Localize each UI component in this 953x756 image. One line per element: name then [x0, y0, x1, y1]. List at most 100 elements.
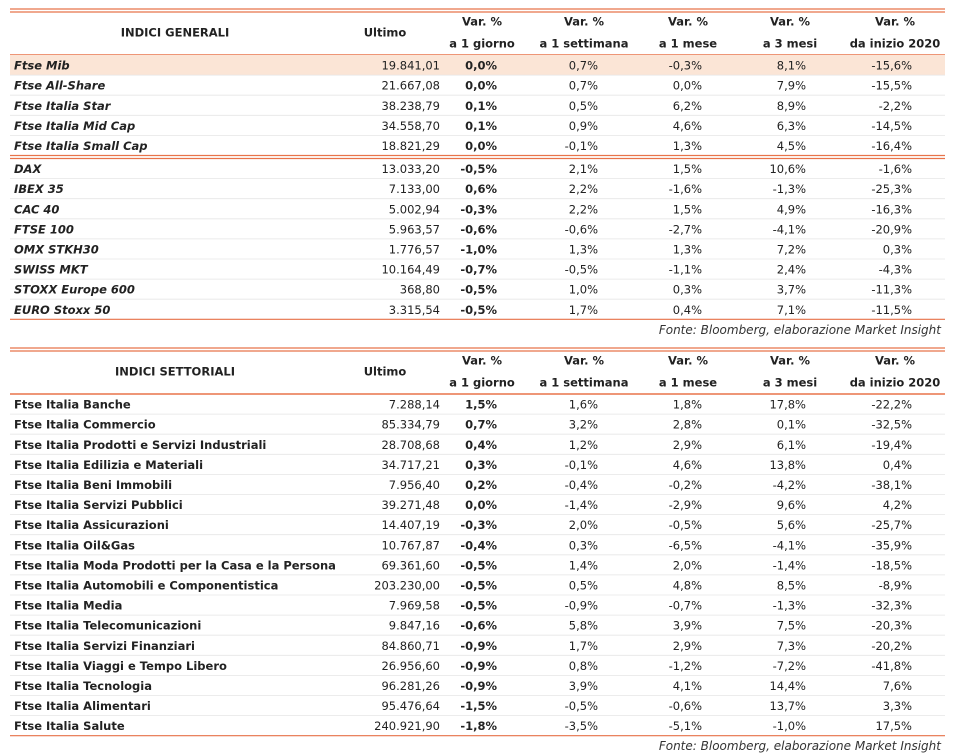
- row-name: Ftse Italia Edilizia e Materiali: [14, 458, 203, 472]
- row-name: Ftse Italia Prodotti e Servizi Industria…: [14, 438, 266, 452]
- cell: -0,4%: [565, 478, 598, 492]
- cell: 0,2%: [465, 478, 497, 492]
- cell: 4,1%: [673, 679, 702, 693]
- row-name: Ftse Italia Salute: [14, 719, 125, 733]
- cell: -1,1%: [669, 263, 702, 277]
- cell: 7.969,58: [389, 599, 440, 613]
- row-name: Ftse Italia Alimentari: [14, 699, 151, 713]
- cell: 5.963,57: [389, 222, 440, 236]
- cell: 2,0%: [569, 518, 598, 532]
- cell: 368,80: [400, 283, 440, 297]
- cell: -0,5%: [565, 263, 598, 277]
- cell: 0,7%: [569, 79, 598, 93]
- cell: 17,8%: [769, 398, 806, 412]
- row-name: Ftse Italia Star: [14, 99, 112, 113]
- cell: -15,6%: [871, 59, 912, 73]
- cell: 2,2%: [569, 202, 598, 216]
- cell: 0,1%: [777, 418, 806, 432]
- cell: 4,8%: [673, 578, 702, 592]
- cell: -4,2%: [773, 478, 806, 492]
- cell: -0,3%: [460, 202, 497, 216]
- cell: 0,1%: [465, 119, 497, 133]
- cell: 14,4%: [769, 679, 806, 693]
- cell: -35,9%: [871, 538, 912, 552]
- cell: 3,3%: [883, 699, 912, 713]
- cell: 6,1%: [777, 438, 806, 452]
- column-header: Var. %: [462, 354, 502, 368]
- cell: -8,9%: [879, 578, 912, 592]
- cell: -41,8%: [871, 659, 912, 673]
- row-name: CAC 40: [14, 202, 59, 216]
- cell: 1,5%: [673, 202, 702, 216]
- cell: -4,3%: [879, 263, 912, 277]
- cell: -0,5%: [460, 599, 497, 613]
- column-header: Var. %: [462, 15, 502, 29]
- column-header: Var. %: [564, 354, 604, 368]
- row-name: OMX STKH30: [14, 242, 99, 256]
- cell: 0,5%: [569, 99, 598, 113]
- cell: 7,1%: [777, 303, 806, 317]
- cell: 34.717,21: [381, 458, 440, 472]
- cell: -0,5%: [669, 518, 702, 532]
- cell: 9.847,16: [389, 619, 440, 633]
- cell: 4,6%: [673, 458, 702, 472]
- cell: -4,1%: [773, 222, 806, 236]
- cell: 19.841,01: [381, 59, 440, 73]
- cell: -25,7%: [871, 518, 912, 532]
- cell: 21.667,08: [381, 79, 440, 93]
- cell: 8,1%: [777, 59, 806, 73]
- cell: 1,4%: [569, 558, 598, 572]
- cell: 0,4%: [673, 303, 702, 317]
- row-name: Ftse Italia Assicurazioni: [14, 518, 169, 532]
- column-header: Var. %: [668, 15, 708, 29]
- cell: 0,4%: [883, 458, 912, 472]
- cell: 6,3%: [777, 119, 806, 133]
- cell: 8,5%: [777, 578, 806, 592]
- cell: 4,9%: [777, 202, 806, 216]
- row-name: FTSE 100: [14, 222, 74, 236]
- column-header: a 1 mese: [659, 37, 717, 51]
- cell: 10,6%: [769, 162, 806, 176]
- cell: -0,1%: [565, 458, 598, 472]
- row-name: Ftse Italia Small Cap: [14, 139, 148, 153]
- row-name: Ftse Italia Telecomunicazioni: [14, 619, 201, 633]
- cell: 2,9%: [673, 639, 702, 653]
- cell: -16,4%: [871, 139, 912, 153]
- cell: 1,5%: [673, 162, 702, 176]
- row-name: Ftse Italia Automobili e Componentistica: [14, 578, 278, 592]
- row-name: Ftse Italia Beni Immobili: [14, 478, 172, 492]
- cell: 5,8%: [569, 619, 598, 633]
- cell: 96.281,26: [381, 679, 440, 693]
- cell: -0,9%: [460, 659, 497, 673]
- cell: 0,1%: [465, 99, 497, 113]
- cell: 39.271,48: [381, 498, 440, 512]
- cell: -16,3%: [871, 202, 912, 216]
- cell: -1,6%: [879, 162, 912, 176]
- cell: -3,5%: [565, 719, 598, 733]
- row-highlight: [10, 55, 945, 76]
- cell: -14,5%: [871, 119, 912, 133]
- cell: -1,4%: [565, 498, 598, 512]
- cell: -1,3%: [773, 182, 806, 196]
- cell: -0,5%: [460, 162, 497, 176]
- cell: 26.956,60: [381, 659, 440, 673]
- row-name: Ftse Italia Commercio: [14, 418, 156, 432]
- column-header: a 1 mese: [659, 376, 717, 390]
- cell: 8,9%: [777, 99, 806, 113]
- cell: 5.002,94: [389, 202, 440, 216]
- cell: -0,2%: [669, 478, 702, 492]
- cell: 1,5%: [465, 398, 497, 412]
- row-name: EURO Stoxx 50: [14, 303, 110, 317]
- cell: 17,5%: [875, 719, 912, 733]
- cell: -1,4%: [773, 558, 806, 572]
- cell: 1,6%: [569, 398, 598, 412]
- cell: 7,2%: [777, 242, 806, 256]
- cell: -0,9%: [565, 599, 598, 613]
- cell: 0,9%: [569, 119, 598, 133]
- column-header: Var. %: [564, 15, 604, 29]
- cell: 0,0%: [673, 79, 702, 93]
- cell: -0,6%: [669, 699, 702, 713]
- cell: -0,9%: [460, 679, 497, 693]
- cell: -0,1%: [565, 139, 598, 153]
